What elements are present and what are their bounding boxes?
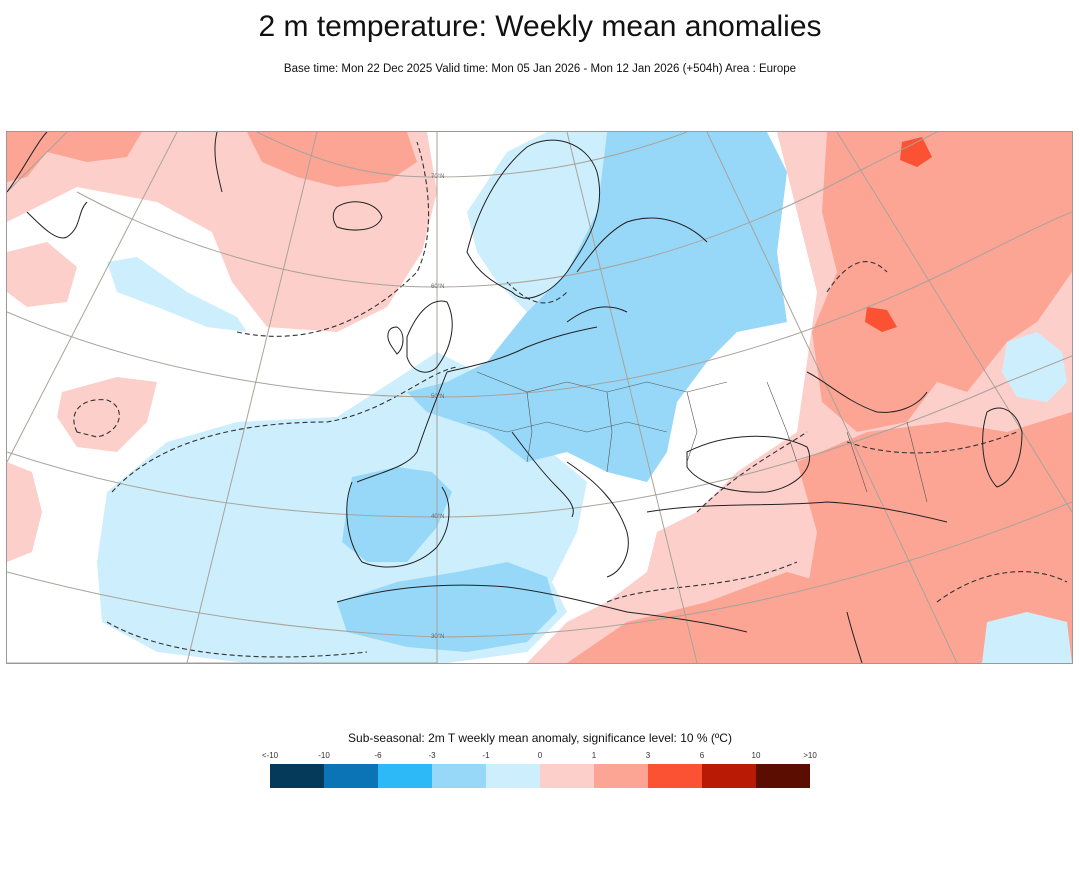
legend-swatch: [594, 764, 648, 788]
legend-swatch: [540, 764, 594, 788]
legend-swatch: [270, 764, 324, 788]
legend-tick: -10: [318, 751, 330, 760]
map-subtitle: Base time: Mon 22 Dec 2025 Valid time: M…: [283, 63, 797, 75]
legend-swatch: [324, 764, 378, 788]
legend-swatch: [702, 764, 756, 788]
anomaly-region-north-africa-warm: [567, 572, 907, 663]
anomaly-region-atlantic-warm: [57, 377, 157, 452]
legend-tick: 10: [751, 751, 761, 760]
anomaly-region-azores-warm: [7, 462, 42, 562]
anomaly-region-russia-warm: [812, 132, 1072, 432]
lat-label-50: 50°N: [431, 394, 444, 400]
anomaly-region-scandinavia-cold: [467, 132, 607, 312]
lat-label-30: 30°N: [431, 634, 444, 640]
anomaly-map: 70°N 60°N 50°N 40°N 30°N: [6, 131, 1073, 664]
anomaly-region-iberia-cold: [342, 467, 452, 562]
legend-swatch: [486, 764, 540, 788]
legend-ticks: <-10 -10 -6 -3 -1 0 1 3 6 10 >10: [262, 751, 817, 763]
legend-tick: 6: [699, 751, 705, 760]
legend-tick: >10: [803, 751, 817, 760]
legend-title: Sub-seasonal: 2m T weekly mean anomaly, …: [348, 731, 732, 745]
coastlines: [7, 132, 1023, 663]
anomaly-region-russia-hot-2: [865, 307, 897, 332]
anomaly-region-norwegian-sea-cold: [107, 257, 247, 332]
legend-colorbar: [270, 764, 810, 788]
legend-swatch: [378, 764, 432, 788]
legend-tick: -3: [428, 751, 436, 760]
lat-label-60: 60°N: [431, 284, 444, 290]
legend-swatch: [756, 764, 810, 788]
map-canvas: 70°N 60°N 50°N 40°N 30°N: [7, 132, 1072, 663]
legend-swatch: [648, 764, 702, 788]
anomaly-region-west-atlantic-warm: [7, 242, 77, 307]
country-borders: [466, 371, 928, 503]
anomaly-region-north-africa-cold: [337, 562, 557, 652]
significance-contours: [73, 141, 1068, 658]
anomaly-region-arabia-cold: [982, 612, 1072, 663]
legend-swatch: [432, 764, 486, 788]
legend-tick: 0: [537, 751, 543, 760]
latitude-labels: 70°N 60°N 50°N 40°N 30°N: [431, 174, 444, 640]
lat-label-70: 70°N: [431, 174, 444, 180]
legend-tick: 1: [591, 751, 597, 760]
legend-tick: 3: [645, 751, 651, 760]
map-title: 2 m temperature: Weekly mean anomalies: [258, 10, 822, 43]
lat-label-40: 40°N: [431, 514, 444, 520]
anomaly-region-caspian-cold: [1002, 332, 1067, 402]
anomaly-region-russia-hot: [900, 137, 932, 167]
legend-tick: -1: [482, 751, 490, 760]
anomaly-region-greenland-warm: [7, 132, 142, 182]
anomaly-region-iceland-warm: [247, 132, 417, 187]
legend-tick: -6: [374, 751, 382, 760]
legend-tick: <-10: [261, 751, 279, 760]
